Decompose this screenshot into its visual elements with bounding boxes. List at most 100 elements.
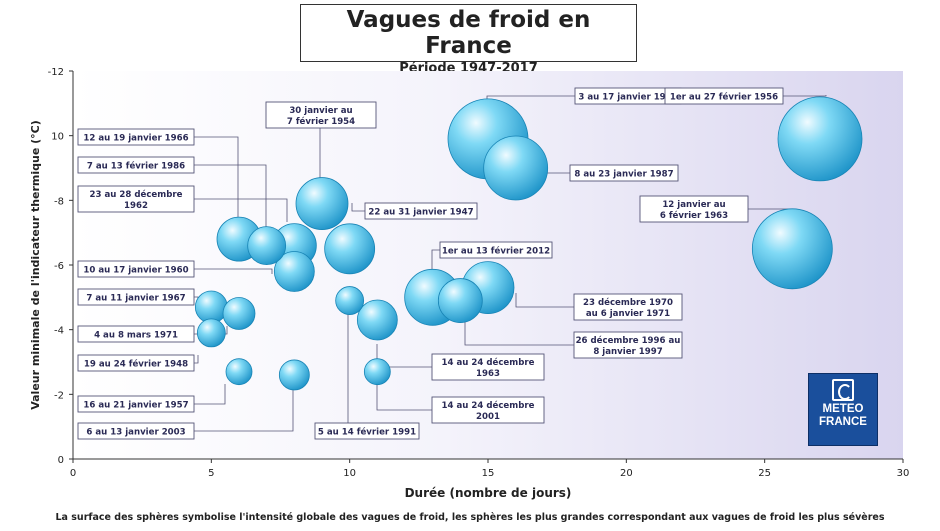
leader-line	[194, 355, 199, 364]
bubble-label: 4 au 8 mars 1971	[94, 331, 178, 341]
x-tick-label: 0	[70, 468, 76, 479]
bubble-label: 1er au 27 février 1956	[670, 92, 778, 103]
bubble-label-box	[77, 185, 195, 213]
bubble-label: 16 au 21 janvier 1957	[83, 401, 188, 411]
bubble-label: 7 au 11 janvier 1967	[86, 294, 185, 304]
bubble-label-box	[573, 331, 683, 359]
bubble-label-box	[431, 353, 545, 381]
bubble-label: 3 au 17 janvier 1985	[578, 93, 677, 103]
bubble-label: 26 décembre 1996 au	[576, 335, 681, 346]
bubble-label: 7 février 1954	[287, 116, 355, 127]
bubble-label-box	[569, 164, 679, 182]
bubble-label: au 6 janvier 1971	[586, 309, 670, 319]
data-bubble	[225, 358, 253, 386]
y-tick-label: 0	[58, 455, 64, 466]
bubble-label-box	[77, 325, 195, 343]
leader-line	[194, 384, 226, 405]
leader-line	[376, 383, 432, 411]
data-bubble	[278, 359, 310, 391]
data-bubble	[356, 299, 398, 341]
bubble-label-box	[77, 156, 195, 174]
bubble-label: 5 au 14 février 1991	[318, 427, 416, 438]
bubble-label: 8 au 23 janvier 1987	[574, 170, 673, 180]
bubble-label-box	[77, 422, 195, 440]
x-tick-label: 30	[897, 468, 910, 479]
bubble-label: 22 au 31 janvier 1947	[368, 208, 473, 218]
data-bubble	[751, 208, 833, 290]
bubble-label-box	[77, 260, 195, 278]
data-bubble	[777, 96, 863, 182]
bubble-label-box	[314, 422, 420, 440]
x-tick-label: 15	[482, 468, 495, 479]
data-bubble	[335, 286, 365, 315]
bubble-label-box	[265, 101, 377, 129]
y-tick-label: 10	[51, 132, 64, 143]
leader-line	[515, 293, 574, 308]
bubble-label-box	[77, 288, 195, 306]
leader-line	[194, 164, 267, 228]
bubble-label: 10 au 17 janvier 1960	[83, 266, 188, 276]
bubble-label-box	[77, 395, 195, 413]
bubble-label: 14 au 24 décembre	[442, 357, 535, 368]
meteo-france-icon	[832, 379, 854, 401]
x-tick-label: 20	[620, 468, 633, 479]
y-tick-label: -4	[54, 326, 64, 337]
leader-line	[194, 198, 288, 222]
bubble-label-box	[639, 195, 749, 223]
bubble-label-box	[364, 202, 478, 220]
bubble-label-box	[439, 241, 553, 259]
bubble-label: 1962	[124, 201, 148, 211]
leader-line	[783, 95, 827, 97]
bubble-label-box	[573, 293, 683, 321]
bubble-label-box	[77, 128, 195, 146]
bubble-label: 7 au 13 février 1986	[87, 161, 185, 172]
leader-line	[194, 268, 273, 274]
bubble-label: 6 au 13 janvier 2003	[86, 428, 185, 438]
bubble-label: 30 janvier au	[289, 106, 352, 116]
bubble-label: 12 au 19 janvier 1966	[83, 134, 188, 144]
data-bubble	[222, 297, 256, 330]
bubble-label-box	[664, 87, 784, 105]
bubble-label: 1963	[476, 369, 500, 379]
bubble-label-box	[431, 396, 545, 424]
x-tick-label: 10	[343, 468, 356, 479]
bubble-label-box	[77, 354, 195, 372]
data-bubble	[437, 278, 483, 323]
bubble-label: 23 décembre 1970	[583, 297, 673, 308]
bubble-label: 6 février 1963	[660, 210, 728, 221]
logo-line1: METEO	[822, 403, 864, 415]
data-bubble	[324, 223, 376, 275]
leader-line	[194, 385, 294, 432]
x-axis-label: Durée (nombre de jours)	[405, 486, 572, 500]
data-bubble	[483, 135, 549, 201]
bubble-label: 12 janvier au	[662, 200, 725, 210]
bubble-label: 2001	[476, 412, 500, 422]
bubble-label: 14 au 24 décembre	[442, 400, 535, 411]
data-bubble	[273, 251, 315, 292]
leader-line	[464, 322, 574, 346]
data-bubble	[295, 177, 349, 230]
x-tick-label: 25	[758, 468, 771, 479]
data-bubble	[247, 226, 287, 266]
leader-line	[431, 249, 440, 270]
meteo-france-logo: METEO FRANCE	[808, 373, 878, 446]
bubble-label: 8 janvier 1997	[593, 347, 662, 357]
y-axis-label: Valeur minimale de l'indicateur thermiqu…	[29, 120, 42, 410]
bubble-label: 23 au 28 décembre	[90, 189, 183, 200]
chart-title: Vagues de froid en France	[346, 7, 591, 59]
y-tick-label: -12	[48, 67, 64, 78]
leader-line	[351, 203, 365, 212]
chart-caption: La surface des sphères symbolise l'inten…	[55, 512, 885, 523]
y-tick-label: -8	[54, 196, 64, 207]
data-bubble	[363, 358, 391, 386]
x-tick-label: 5	[208, 468, 214, 479]
y-tick-label: -6	[54, 261, 64, 272]
data-bubble	[196, 318, 226, 348]
y-tick-label: -2	[54, 390, 64, 401]
leader-line	[194, 136, 239, 218]
logo-line2: FRANCE	[819, 416, 867, 428]
title-box: Vagues de froid en France Période 1947-2…	[300, 4, 637, 76]
bubble-label: 1er au 13 février 2012	[442, 246, 550, 257]
data-bubble	[194, 290, 228, 324]
